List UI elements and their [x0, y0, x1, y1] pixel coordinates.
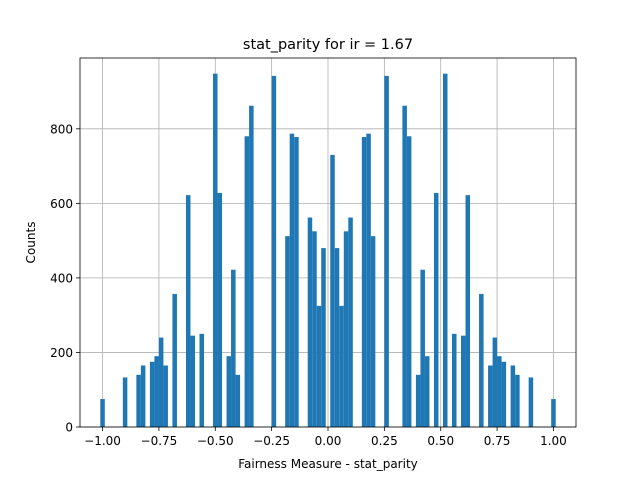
histogram-bar [185, 195, 191, 427]
histogram-bar [501, 361, 507, 427]
histogram-bar [361, 137, 367, 427]
histogram-bar [442, 73, 448, 428]
histogram-bar [213, 73, 218, 428]
histogram-bar [312, 231, 317, 427]
histogram-bar [249, 105, 254, 427]
histogram-bar [384, 75, 389, 428]
histogram-bar [334, 248, 340, 427]
histogram-bar [217, 192, 223, 427]
x-tick-label: 0.75 [484, 434, 511, 448]
histogram-bar [488, 365, 493, 427]
histogram-bar [271, 75, 277, 428]
histogram-bar [492, 337, 498, 427]
histogram-bar [452, 333, 457, 427]
histogram-bar [136, 374, 141, 427]
histogram-bar [420, 269, 425, 427]
histogram-bar [100, 399, 105, 427]
histogram-bar [235, 374, 241, 427]
histogram-bar [158, 337, 164, 427]
histogram-bar [433, 192, 439, 427]
x-tick-label: −0.75 [141, 434, 178, 448]
histogram-bar [294, 137, 299, 427]
x-tick-label: 0.50 [427, 434, 454, 448]
histogram-bar [465, 195, 471, 427]
histogram-bar [424, 356, 430, 427]
histogram-bar [316, 305, 322, 427]
x-tick-label: 0.00 [315, 434, 342, 448]
histogram-bar [199, 333, 204, 427]
histogram-bar [339, 305, 344, 427]
histogram-bars [100, 73, 556, 428]
histogram-bar [149, 361, 155, 427]
y-axis-ticks: 0 200 400 600 800 [50, 122, 80, 435]
histogram-bar [497, 356, 502, 427]
x-axis-label: Fairness Measure - stat_parity [238, 457, 418, 471]
histogram-bar [415, 374, 421, 427]
histogram-bar [402, 105, 407, 427]
histogram-bar [551, 399, 556, 427]
histogram-bar [231, 269, 236, 427]
histogram-bar [528, 377, 534, 427]
histogram-bar [343, 231, 349, 427]
histogram-bar [226, 356, 232, 427]
histogram-bar [140, 365, 146, 427]
x-tick-label: −0.25 [253, 434, 290, 448]
histogram-bar [370, 236, 376, 427]
y-tick-label: 0 [65, 421, 73, 435]
y-tick-label: 600 [50, 197, 73, 211]
x-tick-label: 1.00 [540, 434, 567, 448]
histogram-bar [330, 154, 335, 427]
histogram-bar [307, 217, 313, 427]
x-tick-label: −1.00 [84, 434, 121, 448]
histogram-bar [154, 356, 159, 427]
histogram-bar [172, 293, 177, 427]
histogram-bar [348, 217, 353, 427]
histogram-bar [406, 136, 412, 428]
histogram-bar [244, 136, 250, 428]
y-axis-label: Counts [24, 222, 38, 264]
histogram-bar [510, 365, 516, 427]
histogram-bar [190, 335, 195, 427]
histogram-bar [122, 377, 128, 427]
histogram-bar [285, 236, 290, 427]
histogram-bar [321, 248, 326, 427]
histogram-bar [515, 374, 520, 427]
y-tick-label: 400 [50, 271, 73, 285]
histogram-bar [366, 133, 371, 427]
histogram-bar [289, 133, 295, 427]
x-tick-label: 0.25 [371, 434, 398, 448]
y-tick-label: 800 [50, 122, 73, 136]
histogram-bar [479, 293, 484, 427]
histogram-bar [163, 365, 168, 427]
histogram-bar [461, 335, 466, 427]
x-axis-ticks: −1.00 −0.75 −0.50 −0.25 0.00 0.25 0.50 0.75 1.00 [84, 427, 567, 448]
x-tick-label: −0.50 [197, 434, 234, 448]
chart-title: stat_parity for ir = 1.67 [243, 37, 413, 53]
y-tick-label: 200 [50, 346, 73, 360]
